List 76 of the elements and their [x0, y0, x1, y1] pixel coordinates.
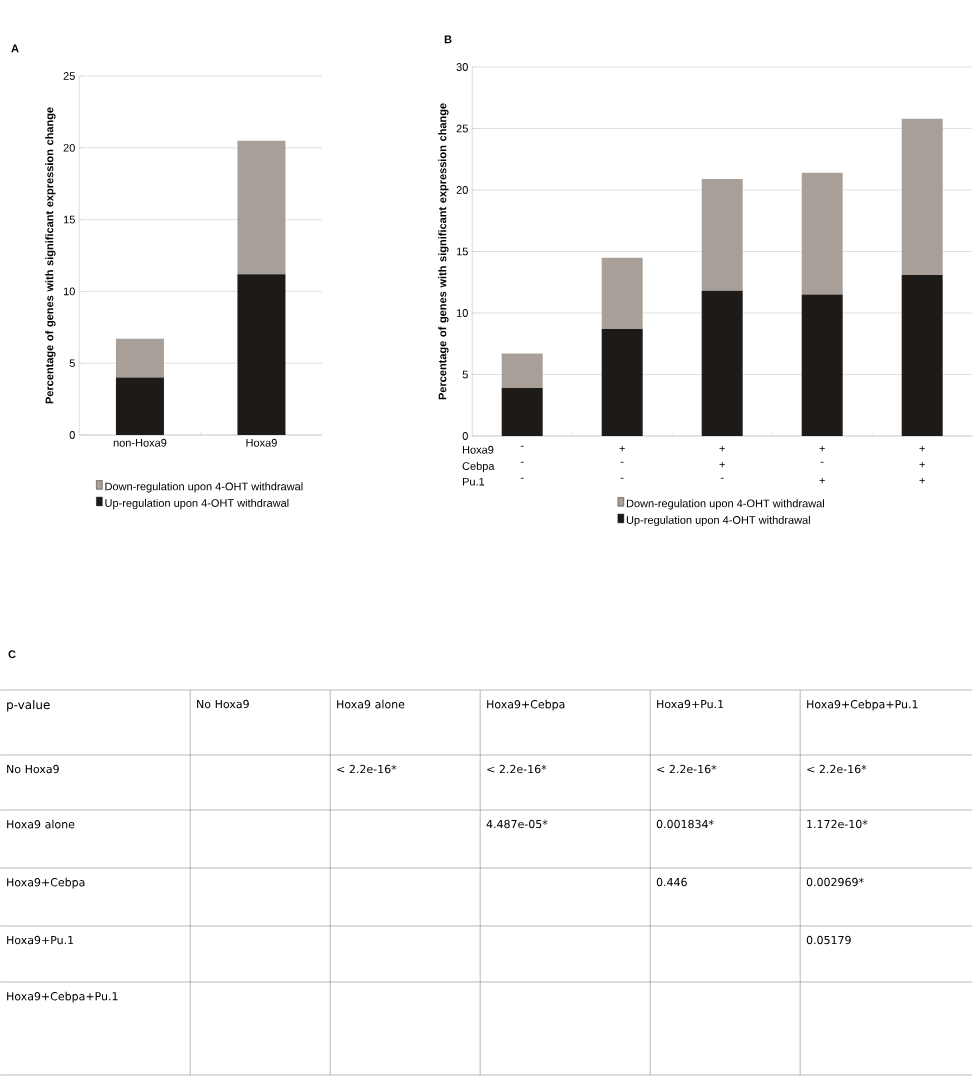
- category-label: No Hoxa9: [197, 699, 249, 709]
- text: +: [919, 477, 925, 484]
- bar: [601, 257, 643, 329]
- bar: [237, 274, 286, 436]
- bar: [801, 172, 843, 295]
- y-tick-label: 5: [69, 359, 75, 368]
- bar: [501, 353, 543, 389]
- chart-title: A: [11, 44, 19, 53]
- text: +: [719, 461, 725, 468]
- y-axis-title: Percentage of genes with significant expression change: [438, 103, 449, 400]
- text: < 2.2e-16*: [807, 764, 867, 774]
- text: C: [8, 650, 16, 659]
- x-tick-label: +: [819, 445, 825, 452]
- text: -: [620, 461, 624, 463]
- bar: [501, 388, 543, 437]
- bar: [801, 294, 843, 437]
- y-tick-label: 10: [63, 287, 75, 296]
- text: -: [720, 477, 724, 479]
- category-label: Hoxa9+Cebpa+Pu.1: [807, 699, 918, 711]
- y-tick-label: 0: [69, 431, 75, 439]
- text: 0.446: [656, 877, 687, 887]
- y-tick-label: 0: [462, 432, 468, 440]
- text: 4.487e-05*: [486, 819, 548, 829]
- chart-title: B: [444, 35, 452, 44]
- text: +: [919, 461, 925, 468]
- text: < 2.2e-16*: [657, 764, 717, 774]
- text: -: [520, 477, 524, 479]
- text: p-value: [7, 699, 50, 712]
- y-tick-label: 15: [63, 215, 75, 224]
- category-label: Hoxa9 alone: [7, 819, 75, 829]
- legend-label: Down-regulation upon 4-OHT withdrawal: [626, 499, 824, 510]
- text: -: [520, 461, 524, 463]
- legend-label: Up-regulation upon 4-OHT withdrawal: [105, 498, 289, 510]
- category-label: Hoxa9+Pu.1: [657, 699, 724, 709]
- bar: [237, 140, 286, 275]
- y-tick-label: 5: [462, 370, 468, 379]
- text: < 2.2e-16*: [487, 764, 547, 774]
- y-tick-label: 25: [63, 72, 75, 80]
- text: 0.05179: [806, 935, 851, 945]
- bar: [115, 377, 164, 436]
- y-tick-label: 25: [456, 124, 468, 133]
- x-tick-label: non-Hoxa9: [113, 438, 167, 447]
- text: < 2.2e-16*: [337, 764, 397, 774]
- x-tick-label: -: [520, 445, 524, 447]
- bar: [701, 290, 743, 437]
- text: -: [620, 477, 624, 479]
- bar: [701, 178, 743, 291]
- text: -: [820, 461, 824, 463]
- category-label: No Hoxa9: [7, 764, 59, 774]
- bar: [115, 338, 164, 378]
- y-tick-label: 15: [456, 247, 468, 256]
- bar: [601, 329, 643, 437]
- text: 0.001834*: [656, 819, 714, 829]
- legend-label: Up-regulation upon 4-OHT withdrawal: [626, 515, 810, 527]
- text: 0.002969*: [806, 877, 864, 887]
- category-label: Hoxa9+Cebpa: [487, 699, 565, 711]
- category-label: Hoxa9+Cebpa+Pu.1: [7, 991, 118, 1003]
- category-label: Hoxa9+Cebpa: [7, 877, 85, 889]
- y-tick-label: 30: [456, 63, 468, 71]
- text: 1.172e-10*: [807, 819, 868, 829]
- y-tick-label: 10: [456, 309, 468, 317]
- legend-label: Down-regulation upon 4-OHT withdrawal: [105, 482, 303, 493]
- bar: [901, 118, 943, 275]
- text: Cebpa: [462, 461, 495, 473]
- bar: [901, 274, 943, 437]
- y-tick-label: 20: [456, 186, 468, 194]
- y-axis-title: Percentage of genes with significant expression change: [45, 107, 56, 404]
- x-tick-label: +: [919, 445, 925, 452]
- x-tick-label: Hoxa9: [246, 438, 277, 447]
- text: +: [819, 477, 825, 484]
- text: Pu.1: [462, 477, 485, 486]
- x-tick-label: +: [719, 445, 725, 452]
- x-tick-label: +: [619, 445, 625, 452]
- y-tick-label: 20: [63, 143, 75, 152]
- category-label: Hoxa9 alone: [337, 699, 405, 709]
- category-label: Hoxa9+Pu.1: [7, 935, 73, 945]
